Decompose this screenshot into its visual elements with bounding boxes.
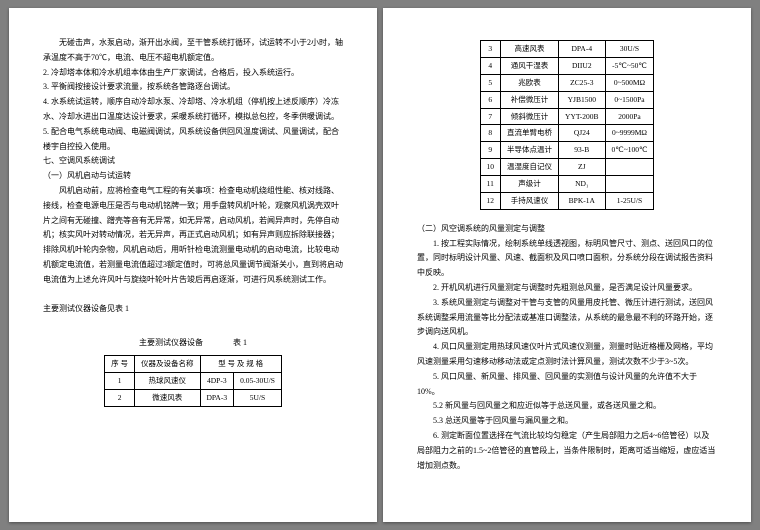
cell: 0~9999MΩ bbox=[605, 125, 654, 142]
cell: 高速风表 bbox=[501, 41, 559, 58]
n6: 6. 测定断面位置选择在气流比较均匀稳定（产生局部阻力之后4~6倍管径）以及局部… bbox=[417, 429, 717, 473]
cell: 0℃~100℃ bbox=[605, 142, 654, 159]
cell: 1-25U/S bbox=[605, 192, 654, 209]
table-row: 6补偿微压计YJB15000~1500Pa bbox=[480, 91, 654, 108]
cell: 3 bbox=[480, 41, 501, 58]
cell: 11 bbox=[480, 176, 501, 193]
cell: 手持风速仪 bbox=[501, 192, 559, 209]
n1: 1. 按工程实际情况，绘制系统单线透视图，标明风管尺寸、测点、送回风口的位置，同… bbox=[417, 237, 717, 281]
spacer bbox=[43, 316, 343, 330]
cell: DIIU2 bbox=[559, 57, 605, 74]
table-2: 3高速风表DPA-430U/S 4通风干湿表DIIU2-5℃~50℃ 5兆欧表Z… bbox=[480, 40, 655, 210]
cell: 93-B bbox=[559, 142, 605, 159]
table1-caption: 主要测试仪器设备 表 1 bbox=[43, 336, 343, 351]
table-row: 7倾斜微压计YYT-200B2000Pa bbox=[480, 108, 654, 125]
cell: 直流单臂电桥 bbox=[501, 125, 559, 142]
cell: ZJ bbox=[559, 159, 605, 176]
table-row: 4通风干湿表DIIU2-5℃~50℃ bbox=[480, 57, 654, 74]
cell: 12 bbox=[480, 192, 501, 209]
n52: 5.2 新风量与回风量之和应近似等于总送风量，或各送风量之和。 bbox=[417, 399, 717, 414]
list-item-5: 5. 配合电气系统电动阀、电磁阀调试，风系统设备供回风温度调试、风量调试，配合楼… bbox=[43, 125, 343, 155]
table-header-row: 序 号 仪器及设备名称 型 号 及 规 格 bbox=[105, 356, 282, 373]
table-row: 10温湿度自记仪ZJ bbox=[480, 159, 654, 176]
cell: 半导体点温计 bbox=[501, 142, 559, 159]
table1-title: 主要测试仪器设备 bbox=[139, 336, 203, 351]
th: 序 号 bbox=[105, 356, 135, 373]
table-row: 1 热球风速仪 4DP-3 0.05-30U/S bbox=[105, 373, 282, 390]
subhead-2: （二）风空调系统的风量测定与调整 bbox=[417, 222, 717, 237]
para: 无碰击声，水泵启动，渐开出水阀，至干管系统打循环，试运转不小于2小时，轴承温度不… bbox=[43, 36, 343, 66]
cell: 30U/S bbox=[605, 41, 654, 58]
cell bbox=[605, 159, 654, 176]
cell: 9 bbox=[480, 142, 501, 159]
heading-7: 七、空调风系统调试 bbox=[43, 154, 343, 169]
n5: 5. 风口风量、新风量、排风量、回风量的实测值与设计风量的允许值不大于10%。 bbox=[417, 370, 717, 400]
n4: 4. 风口风量测定用热球风速仪叶片式风速仪测量，测量时贴近格栅及网格，平均风速测… bbox=[417, 340, 717, 370]
list-item-4: 4. 水系统试运转，顺序自动冷却水泵、冷却塔、冷水机组（停机按上述反顺序）冷冻水… bbox=[43, 95, 343, 125]
table-row: 11声级计ND₁ bbox=[480, 176, 654, 193]
cell: YJB1500 bbox=[559, 91, 605, 108]
table-row: 9半导体点温计93-B0℃~100℃ bbox=[480, 142, 654, 159]
cell: 2000Pa bbox=[605, 108, 654, 125]
n3: 3. 系统风量测定与调整对干管与支管的风量用皮托管、微压计进行测试，送回风系统调… bbox=[417, 296, 717, 340]
cell: 10 bbox=[480, 159, 501, 176]
cell: 7 bbox=[480, 108, 501, 125]
table-1: 序 号 仪器及设备名称 型 号 及 规 格 1 热球风速仪 4DP-3 0.05… bbox=[104, 355, 282, 407]
cell: 温湿度自记仪 bbox=[501, 159, 559, 176]
table-row: 5兆欧表ZC25-30~500MΩ bbox=[480, 74, 654, 91]
cell: 2 bbox=[105, 389, 135, 406]
subhead-1: （一）风机启动与试运转 bbox=[43, 169, 343, 184]
caption-line: 主要测试仪器设备见表 1 bbox=[43, 302, 343, 317]
cell: YYT-200B bbox=[559, 108, 605, 125]
cell: 兆欧表 bbox=[501, 74, 559, 91]
page-left: 无碰击声，水泵启动，渐开出水阀，至干管系统打循环，试运转不小于2小时，轴承温度不… bbox=[9, 8, 377, 522]
cell: 4DP-3 bbox=[200, 373, 234, 390]
cell: 0~1500Pa bbox=[605, 91, 654, 108]
cell bbox=[605, 176, 654, 193]
list-item-3: 3. 平衡阀按接设计要求流量，按系统各管路逐台调试。 bbox=[43, 80, 343, 95]
cell: 8 bbox=[480, 125, 501, 142]
cell: -5℃~50℃ bbox=[605, 57, 654, 74]
cell: 6 bbox=[480, 91, 501, 108]
page-right: 3高速风表DPA-430U/S 4通风干湿表DIIU2-5℃~50℃ 5兆欧表Z… bbox=[383, 8, 751, 522]
cell: 通风干湿表 bbox=[501, 57, 559, 74]
spacer bbox=[43, 288, 343, 302]
th: 型 号 及 规 格 bbox=[200, 356, 281, 373]
n53: 5.3 总送风量等于回风量与漏风量之和。 bbox=[417, 414, 717, 429]
cell: BPK-1A bbox=[559, 192, 605, 209]
cell: 1 bbox=[105, 373, 135, 390]
cell: 声级计 bbox=[501, 176, 559, 193]
cell: QJ24 bbox=[559, 125, 605, 142]
cell: 5 bbox=[480, 74, 501, 91]
table-row: 2 微速风表 DPA-3 5U/S bbox=[105, 389, 282, 406]
n2: 2. 开机风机进行风量测定与调整时先粗测总风量，是否满足设计风量要求。 bbox=[417, 281, 717, 296]
table-row: 3高速风表DPA-430U/S bbox=[480, 41, 654, 58]
cell: 倾斜微压计 bbox=[501, 108, 559, 125]
list-item-2: 2. 冷却塔本体和冷水机组本体由生产厂家调试，合格后，投入系统运行。 bbox=[43, 66, 343, 81]
cell: ND₁ bbox=[559, 176, 605, 193]
cell: 5U/S bbox=[234, 389, 282, 406]
th: 仪器及设备名称 bbox=[135, 356, 201, 373]
cell: 4 bbox=[480, 57, 501, 74]
spacer bbox=[417, 214, 717, 222]
table-row: 8直流单臂电桥QJ240~9999MΩ bbox=[480, 125, 654, 142]
cell: 补偿微压计 bbox=[501, 91, 559, 108]
cell: DPA-3 bbox=[200, 389, 234, 406]
para-a: 风机启动前，应将检查电气工程的有关事项：检查电动机绕组性能、核对线路、接线，检查… bbox=[43, 184, 343, 288]
cell: 热球风速仪 bbox=[135, 373, 201, 390]
table1-titleno: 表 1 bbox=[233, 336, 247, 351]
cell: 0~500MΩ bbox=[605, 74, 654, 91]
cell: DPA-4 bbox=[559, 41, 605, 58]
cell: 微速风表 bbox=[135, 389, 201, 406]
cell: 0.05-30U/S bbox=[234, 373, 282, 390]
table-row: 12手持风速仪BPK-1A1-25U/S bbox=[480, 192, 654, 209]
cell: ZC25-3 bbox=[559, 74, 605, 91]
